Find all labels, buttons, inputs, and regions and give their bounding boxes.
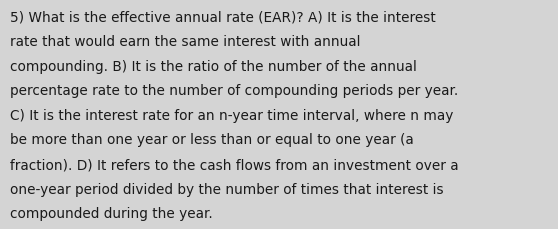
- Text: percentage rate to the number of compounding periods per year.: percentage rate to the number of compoun…: [10, 84, 458, 98]
- Text: C) It is the interest rate for an n-year time interval, where n may: C) It is the interest rate for an n-year…: [10, 108, 454, 122]
- Text: 5) What is the effective annual rate (EAR)? A) It is the interest: 5) What is the effective annual rate (EA…: [10, 10, 436, 24]
- Text: rate that would earn the same interest with annual: rate that would earn the same interest w…: [10, 35, 360, 49]
- Text: fraction). D) It refers to the cash flows from an investment over a: fraction). D) It refers to the cash flow…: [10, 157, 459, 171]
- Text: compounded during the year.: compounded during the year.: [10, 206, 213, 220]
- Text: one-year period divided by the number of times that interest is: one-year period divided by the number of…: [10, 182, 444, 196]
- Text: be more than one year or less than or equal to one year (a: be more than one year or less than or eq…: [10, 133, 414, 147]
- Text: compounding. B) It is the ratio of the number of the annual: compounding. B) It is the ratio of the n…: [10, 59, 417, 73]
